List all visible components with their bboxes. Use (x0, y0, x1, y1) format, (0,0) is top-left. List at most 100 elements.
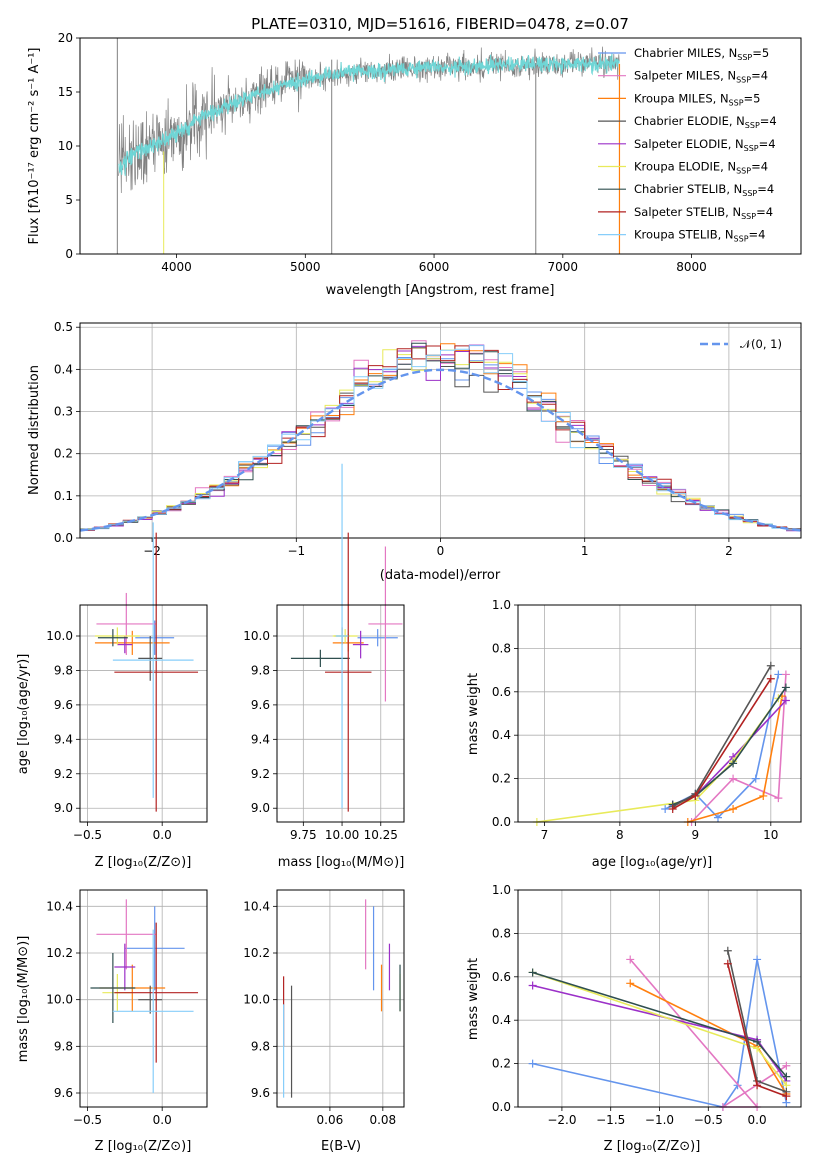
mass-vs-Z-ytick-label-0: 9.6 (54, 1086, 73, 1100)
age-vs-Z-ytick-label-5: 10.0 (46, 629, 73, 643)
residuals-ytick-label-0: 0.0 (54, 531, 73, 545)
legend-entry-5: Kroupa ELODIE, NSSP=4 (634, 160, 768, 176)
mw-age-xlabel: age [log₁₀(age/yr)] (592, 855, 713, 870)
legend-entry-8: Kroupa STELIB, NSSP=4 (634, 228, 765, 244)
spectrum-ylabel: Flux [fλ10⁻¹⁷ erg cm⁻² s⁻¹ A⁻¹] (27, 48, 42, 245)
massweight-vs-Z-marker-5-2 (782, 1072, 791, 1081)
age-vs-mass-ytick-label-0: 9.0 (251, 801, 270, 815)
residuals-ylabel: Normed distribution (27, 365, 42, 495)
massweight-vs-Z-marker-5-1 (753, 1037, 762, 1046)
massweight-vs-Z-xtick-label-4: 0.0 (748, 1113, 767, 1127)
legend-entry-3: Chabrier ELODIE, NSSP=4 (634, 114, 777, 130)
spectrum-ytick-label-0: 0 (65, 247, 73, 261)
massweight-vs-age-series-5 (672, 687, 787, 806)
age-vs-mass-xtick-label-1: 10.00 (325, 828, 359, 842)
massweight-vs-age-marker-2-2 (759, 791, 768, 800)
massweight-vs-Z-marker-0-3 (753, 955, 762, 964)
massweight-vs-Z-marker-0-0 (528, 1059, 537, 1068)
massweight-vs-age-xtick-label-0: 7 (541, 828, 549, 842)
mass-vs-EBV-ytick-label-2: 10.0 (243, 993, 270, 1007)
massweight-vs-age-marker-0-2 (713, 813, 722, 822)
massweight-vs-age-ytick-label-0: 0.0 (492, 815, 511, 829)
massweight-vs-age-marker-5-2 (729, 759, 738, 768)
age-z-xlabel: Z [log₁₀(Z/Z⊙)] (95, 855, 192, 870)
spectrum-xlabel: wavelength [Angstrom, rest frame] (326, 283, 555, 298)
mass-vs-Z-ytick-label-1: 9.8 (54, 1039, 73, 1053)
spectrum-xtick-label-1: 5000 (290, 260, 321, 274)
age-vs-Z-ytick-label-1: 9.2 (54, 767, 73, 781)
age-vs-mass-frame (276, 604, 405, 823)
massweight-vs-Z-marker-7-0 (723, 959, 732, 968)
massweight-vs-age-marker-5-3 (781, 683, 790, 692)
mass-vs-EBV-frame (276, 889, 405, 1108)
mass-z-ylabel: mass [log₁₀(M/M⊙)] (16, 936, 31, 1063)
residuals-ytick-label-5: 0.5 (54, 320, 73, 334)
mw-age-ylabel: mass weight (466, 673, 481, 755)
massweight-vs-Z-frame (517, 889, 802, 1108)
histogram-c6 (80, 342, 801, 531)
legend-entry-0: Chabrier MILES, NSSP=5 (634, 46, 769, 62)
massweight-vs-Z-marker-1-0 (626, 955, 635, 964)
age-mass-xlabel: mass [log₁₀(M/M⊙)] (278, 855, 405, 870)
massweight-vs-age-ytick-label-4: 0.8 (492, 641, 511, 655)
age-vs-mass-xtick-label-0: 9.75 (290, 828, 317, 842)
massweight-vs-Z-ytick-label-4: 0.8 (492, 926, 511, 940)
mass-vs-EBV-xtick-label-0: 0.06 (317, 1113, 344, 1127)
massweight-vs-z-panel: −2.0 −1.5 −1.0 −0.5 0.0 0.0 0.2 0.4 0.6 0.8 1.0 (492, 883, 802, 1127)
histogram-c8 (80, 345, 801, 531)
mass-vs-ebv-panel: 0.06 0.08 9.6 9.8 10.0 10.2 10.4 (243, 889, 405, 1127)
spectrum-ytick-label-1: 5 (65, 193, 73, 207)
mass-z-xlabel: Z [log₁₀(Z/Z⊙)] (95, 1139, 192, 1154)
age-vs-mass-ytick-label-2: 9.4 (251, 732, 270, 746)
massweight-vs-age-marker-1-1 (729, 774, 738, 783)
age-vs-Z-xtick-label-1: 0.0 (153, 828, 172, 842)
mass-vs-EBV-xtick-label-1: 0.08 (369, 1113, 396, 1127)
spectrum-panel: PLATE=0310, MJD=51616, FIBERID=0478, z=0… (27, 15, 802, 298)
legend-entry-7: Salpeter STELIB, NSSP=4 (634, 205, 773, 221)
massweight-vs-Z-ytick-label-3: 0.6 (492, 970, 511, 984)
residuals-xtick-label-2: 0 (437, 544, 445, 558)
age-vs-mass-ytick-label-3: 9.6 (251, 698, 270, 712)
massweight-vs-age-marker-0-3 (751, 774, 760, 783)
mass-vs-EBV-ytick-label-0: 9.6 (251, 1086, 270, 1100)
residuals-xlabel: (data-model)/error (380, 568, 501, 583)
massweight-vs-age-marker-1-2 (774, 794, 783, 803)
massweight-vs-age-ytick-label-3: 0.6 (492, 685, 511, 699)
age-vs-mass-ytick-label-4: 9.8 (251, 663, 270, 677)
mw-z-xlabel: Z [log₁₀(Z/Z⊙)] (604, 1139, 701, 1154)
mass-vs-EBV-ytick-label-3: 10.2 (243, 946, 270, 960)
legend-entry-2: Kroupa MILES, NSSP=5 (634, 91, 760, 107)
age-vs-z-panel: −0.5 0.0 9.0 9.2 9.4 9.6 9.8 10.0 (46, 522, 208, 842)
massweight-vs-Z-xtick-label-2: −1.0 (645, 1113, 674, 1127)
mass-vs-Z-xtick-label-0: −0.5 (73, 1113, 102, 1127)
massweight-vs-age-marker-7-1 (691, 791, 700, 800)
legend-entry-1: Salpeter MILES, NSSP=4 (634, 69, 768, 85)
residuals-ytick-label-3: 0.3 (54, 405, 73, 419)
massweight-vs-age-marker-0-0 (661, 804, 670, 813)
age-z-ylabel: age [log₁₀(age/yr)] (16, 654, 31, 775)
massweight-vs-age-marker-6-2 (766, 661, 775, 670)
residuals-xtick-label-3: 1 (581, 544, 589, 558)
residuals-frame (79, 322, 802, 539)
residuals-ytick-label-2: 0.2 (54, 447, 73, 461)
massweight-vs-age-series-1 (691, 674, 787, 823)
massweight-vs-age-marker-7-2 (766, 674, 775, 683)
massweight-vs-Z-xtick-label-0: −2.0 (547, 1113, 576, 1127)
massweight-vs-Z-ytick-label-2: 0.4 (492, 1013, 511, 1027)
massweight-vs-age-marker-2-1 (729, 804, 738, 813)
massweight-vs-age-frame (517, 604, 802, 823)
massweight-vs-age-xtick-label-2: 9 (692, 828, 700, 842)
legend-entry-6: Chabrier STELIB, NSSP=4 (634, 182, 774, 198)
massweight-vs-Z-marker-3-0 (528, 981, 537, 990)
massweight-vs-age-series-6 (672, 665, 772, 808)
spectrum-frame (79, 37, 802, 255)
massweight-vs-Z-xtick-label-1: −1.5 (596, 1113, 625, 1127)
massweight-vs-age-xtick-label-3: 10 (763, 828, 778, 842)
residuals-ytick-label-4: 0.4 (54, 362, 73, 376)
massweight-vs-age-xtick-label-1: 8 (616, 828, 624, 842)
massweight-vs-Z-ytick-label-5: 1.0 (492, 883, 511, 897)
mass-ebv-xlabel: E(B-V) (321, 1139, 361, 1154)
age-vs-mass-xtick-label-2: 10.25 (364, 828, 398, 842)
age-vs-Z-xtick-label-0: −0.5 (73, 828, 102, 842)
